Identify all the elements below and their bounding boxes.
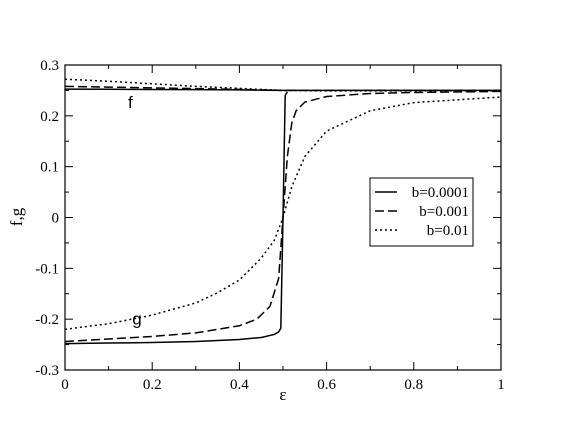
x-tick-label: 0.8 [404, 377, 423, 393]
y-tick-label: -0.2 [35, 312, 59, 328]
tick-marks [64, 64, 502, 371]
x-tick-label: 1 [497, 377, 505, 393]
legend-label: b=0.001 [419, 204, 469, 220]
y-tick-label: 0 [52, 211, 60, 227]
tick-labels: 0 0.2 0.4 0.6 0.8 1 -0.3 -0.2 -0.1 0 0.1 0.2 0.3 [35, 58, 505, 393]
y-tick-label: -0.3 [35, 363, 59, 379]
x-tick-label: 0 [61, 377, 69, 393]
legend: b=0.0001 b=0.001 b=0.01 [369, 177, 474, 247]
series-layer [64, 78, 502, 345]
series-line-g-dotted [64, 96, 502, 331]
curve-annotation-g: g [132, 309, 141, 328]
y-tick-label: -0.1 [35, 261, 59, 277]
y-axis-title: f,g [7, 207, 26, 226]
series-line-f-dotted [64, 78, 501, 92]
legend-label: b=0.0001 [412, 185, 469, 201]
y-tick-label: 0.2 [40, 109, 59, 125]
x-tick-label: 0.4 [230, 377, 249, 393]
x-tick-label: 0.2 [143, 377, 162, 393]
x-axis-title: ε [279, 385, 286, 404]
y-tick-label: 0.1 [40, 160, 59, 176]
legend-box [369, 177, 474, 247]
curve-annotation-f: f [128, 93, 133, 112]
series-line-g-solid [64, 91, 288, 345]
y-tick-label: 0.3 [40, 58, 59, 74]
x-tick-label: 0.6 [317, 377, 336, 393]
annotations: fg [128, 93, 142, 328]
legend-label: b=0.01 [427, 223, 469, 239]
